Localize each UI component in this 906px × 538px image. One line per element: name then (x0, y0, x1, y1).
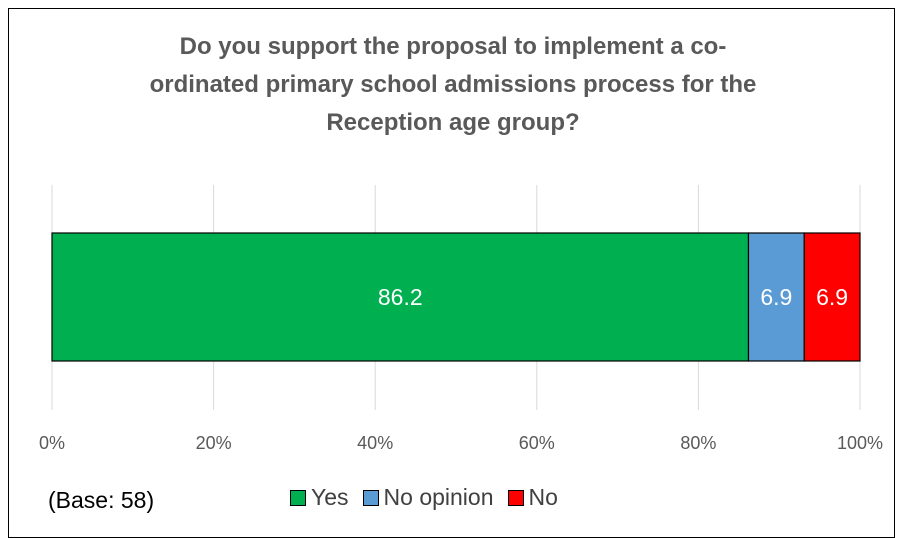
legend-label-yes: Yes (311, 484, 349, 510)
legend: Yes No opinion No (290, 484, 558, 511)
base-footnote: (Base: 58) (48, 487, 155, 513)
chart-title-line-1: Do you support the proposal to implement… (179, 33, 727, 60)
chart-title-line-3: Reception age group? (326, 109, 580, 136)
data-label-no-opinion: 6.9 (760, 284, 792, 310)
bar-segment-no-opinion (747, 232, 805, 362)
x-tick-label-0: 0% (39, 433, 65, 453)
legend-swatch-no (507, 489, 524, 506)
x-tick-label-40: 40% (357, 433, 393, 453)
data-label-yes: 86.2 (378, 284, 423, 310)
chart-title: Do you support the proposal to implement… (0, 28, 906, 142)
legend-swatch-yes (290, 489, 306, 506)
bar-segment-no (803, 232, 861, 362)
data-label-no: 6.9 (816, 284, 848, 310)
legend-item-yes: Yes (290, 484, 349, 511)
legend-label-no-opinion: No opinion (383, 484, 494, 510)
legend-item-no-opinion: No opinion (362, 484, 494, 511)
legend-swatch-no-opinion (362, 489, 379, 506)
x-tick-label-100: 100% (837, 433, 883, 453)
x-tick-label-60: 60% (519, 433, 555, 453)
chart-title-line-2: ordinated primary school admissions proc… (149, 71, 757, 98)
x-tick-label-80: 80% (680, 433, 716, 453)
x-tick-label-20: 20% (196, 433, 232, 453)
legend-label-no: No (528, 484, 558, 510)
legend-item-no: No (507, 484, 558, 511)
